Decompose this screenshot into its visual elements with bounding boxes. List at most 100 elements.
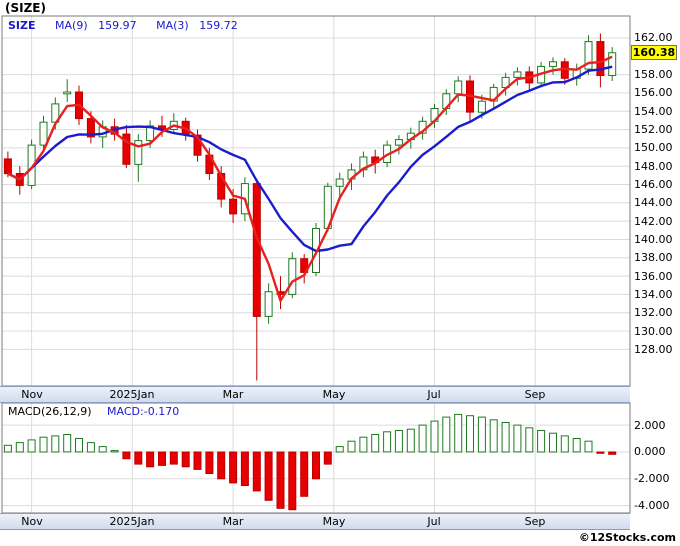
candle-body: [264, 291, 273, 317]
macd-bar: [181, 451, 190, 468]
candle-body: [596, 41, 605, 76]
macd-bar: [454, 413, 463, 453]
macd-bar: [608, 451, 617, 455]
page-title: (SIZE): [5, 1, 46, 15]
macd-bar: [146, 451, 155, 468]
candle-body: [288, 258, 297, 295]
time-axis-label: Mar: [222, 388, 244, 401]
macd-bar: [312, 451, 320, 480]
macd-bar: [3, 444, 12, 453]
macd-bar: [442, 416, 451, 453]
candle-body: [584, 41, 593, 70]
macd-bar: [335, 446, 344, 453]
candle-body: [252, 183, 261, 317]
time-axis-label: Sep: [524, 388, 546, 401]
candle-body: [63, 91, 72, 95]
macd-bar: [122, 451, 131, 460]
macd-bar: [560, 435, 569, 453]
price-axis-label: 136.00: [634, 270, 673, 283]
macd-axis-label: -2.000: [634, 472, 670, 485]
macd-bar: [86, 442, 95, 453]
candle-body: [335, 178, 344, 187]
ma3-value: 159.72: [199, 19, 238, 32]
macd-bar: [240, 451, 249, 486]
macd-bar: [489, 419, 498, 453]
time-axis-label: Jul: [427, 388, 441, 401]
candle-body: [39, 121, 48, 146]
macd-bar: [501, 422, 510, 453]
macd-bar: [466, 415, 474, 453]
macd-bar: [537, 430, 546, 453]
macd-bar: [75, 438, 83, 453]
ma3-line: [7, 55, 613, 302]
candle-body: [134, 140, 143, 165]
price-axis-label: 148.00: [634, 160, 673, 173]
price-axis-label: 142.00: [634, 215, 673, 228]
macd-indicator-label: MACD(26,12,9): [8, 405, 92, 418]
candle-body: [608, 52, 617, 76]
candle-body: [229, 198, 238, 215]
macd-bar: [300, 451, 309, 497]
price-axis-label: 144.00: [634, 196, 673, 209]
macd-bar: [347, 440, 356, 453]
ma9-line: [7, 65, 613, 253]
candle-body: [86, 118, 95, 138]
macd-bar: [264, 451, 273, 501]
macd-bar: [158, 451, 166, 466]
macd-current-value: MACD:-0.170: [107, 405, 180, 418]
price-axis-label: 150.00: [634, 141, 673, 154]
candle-body: [549, 61, 557, 67]
candle-body: [193, 134, 202, 156]
candle-body: [513, 71, 522, 78]
macd-bar: [63, 434, 72, 453]
ma9-label: MA(9): [55, 19, 88, 32]
candle-body: [3, 158, 12, 175]
time-axis-label: 2025Jan: [109, 388, 155, 401]
macd-bar: [477, 416, 486, 453]
macd-bar: [371, 434, 380, 453]
price-legend: SIZE MA(9) 159.97 MA(3) 159.72: [8, 19, 238, 32]
time-axis-label: Mar: [222, 515, 244, 528]
macd-bar: [134, 451, 143, 465]
macd-bar: [169, 451, 178, 465]
macd-bar: [98, 446, 107, 453]
price-axis-label: 134.00: [634, 288, 673, 301]
time-axis-label: May: [322, 388, 346, 401]
price-axis-label: 130.00: [634, 325, 673, 338]
macd-bar: [383, 431, 392, 453]
macd-bar: [584, 440, 593, 453]
macd-bar: [193, 451, 202, 470]
price-axis-label: 158.00: [634, 68, 673, 81]
macd-bar: [406, 428, 415, 453]
time-axis-label: Nov: [21, 388, 43, 401]
macd-bar: [15, 442, 24, 453]
candle-body: [477, 100, 486, 113]
time-axis-label: May: [322, 515, 346, 528]
symbol-label: SIZE: [8, 19, 36, 32]
macd-legend: MACD(26,12,9) MACD:-0.170: [8, 405, 179, 418]
last-price-badge: 160.38: [631, 45, 677, 60]
time-axis-label: Jul: [427, 515, 441, 528]
macd-axis-label: 2.000: [634, 419, 666, 432]
candle-body: [300, 258, 309, 273]
macd-bar: [323, 451, 332, 465]
price-axis-label: 146.00: [634, 178, 673, 191]
macd-bar: [549, 432, 557, 453]
macd-bar: [359, 436, 368, 453]
macd-bar: [229, 451, 238, 484]
macd-bar: [572, 438, 581, 453]
macd-bar: [205, 451, 214, 474]
x-axis-strip-top: Nov 2025Jan Mar May Jul Sep: [0, 386, 630, 403]
price-axis-label: 154.00: [634, 105, 673, 118]
price-axis-label: 128.00: [634, 343, 673, 356]
price-axis-label: 152.00: [634, 123, 673, 136]
macd-bar: [217, 451, 226, 480]
macd-axis-label: 0.000: [634, 445, 666, 458]
site-credit: ©12Stocks.com: [578, 531, 676, 544]
time-axis-label: 2025Jan: [109, 515, 155, 528]
candle-body: [122, 133, 131, 165]
macd-axis-label: -4.000: [634, 499, 670, 512]
macd-bar: [252, 451, 261, 492]
